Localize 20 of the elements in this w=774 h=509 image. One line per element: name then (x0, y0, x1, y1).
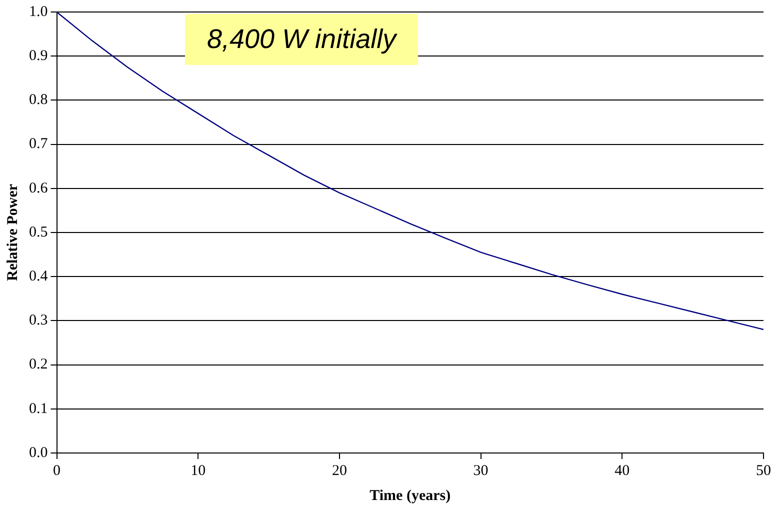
y-tick-label: 0.5 (29, 224, 48, 240)
x-tick-label: 10 (190, 462, 206, 479)
x-axis-title: Time (years) (370, 488, 451, 504)
x-tick-label: 40 (614, 462, 630, 479)
x-tick-label: 20 (332, 462, 347, 479)
y-tick-label: 0.7 (29, 136, 48, 152)
y-tick-label: 1.0 (29, 4, 48, 20)
y-tick-label: 0.6 (29, 180, 48, 196)
x-tick-label: 0 (53, 462, 60, 479)
y-tick-label: 0.4 (29, 268, 48, 285)
y-axis-title: Relative Power (4, 184, 21, 282)
y-tick-label: 0.3 (29, 312, 48, 329)
x-tick-label: 30 (473, 462, 488, 479)
y-tick-label: 0.1 (29, 400, 48, 417)
y-tick-label: 0.9 (29, 48, 48, 64)
y-tick-label: 0.0 (29, 444, 48, 461)
annotation: 8,400 W initially (185, 14, 418, 65)
x-tick-label: 50 (756, 462, 771, 479)
y-tick-label: 0.8 (29, 92, 48, 108)
y-tick-label: 0.2 (29, 356, 48, 373)
